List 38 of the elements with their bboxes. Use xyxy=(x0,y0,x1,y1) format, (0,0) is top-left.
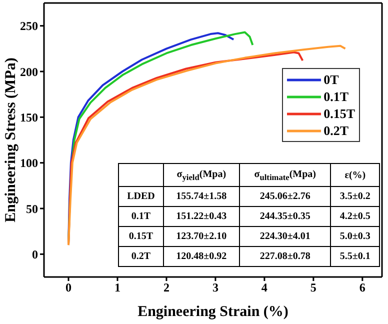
annotation: 4.2±0.5 xyxy=(340,211,370,222)
y-tick-label: 0 xyxy=(32,247,38,262)
y-tick-label: 200 xyxy=(20,64,38,79)
x-tick-label: 0 xyxy=(65,280,72,295)
annotation: 245.06±2.76 xyxy=(260,191,310,202)
annotation: 5.0±0.3 xyxy=(340,231,370,242)
annotation: 151.22±0.43 xyxy=(176,211,227,222)
x-tick-label: 4 xyxy=(261,280,268,295)
annotation: 3.5±0.2 xyxy=(340,191,370,202)
y-tick-label: 50 xyxy=(26,202,38,216)
annotation: LDED xyxy=(127,191,155,202)
legend-label: 0.1T xyxy=(324,88,348,104)
annotation: 244.35±0.35 xyxy=(260,211,310,222)
annotation: 123.70±2.10 xyxy=(176,231,227,242)
x-tick-label: 3 xyxy=(212,280,218,295)
x-tick-label: 1 xyxy=(114,280,120,295)
legend-label: 0.15T xyxy=(324,106,355,122)
y-tick-label: 150 xyxy=(20,110,38,124)
annotation: 0.2T xyxy=(131,251,151,262)
x-axis-title: Engineering Strain (%) xyxy=(138,304,288,320)
annotation: 227.08±0.78 xyxy=(260,251,310,262)
annotation: 0.15T xyxy=(128,231,154,242)
y-axis-title: Engineering Stress (MPa) xyxy=(3,58,19,222)
annotation: 224.30±4.01 xyxy=(260,231,310,242)
annotation: 120.48±0.92 xyxy=(176,251,227,262)
x-tick-label: 6 xyxy=(359,280,366,295)
y-tick-label: 100 xyxy=(20,156,38,170)
legend-label: 0T xyxy=(324,72,339,88)
x-tick-label: 2 xyxy=(163,280,170,295)
y-tick-label: 250 xyxy=(20,19,38,34)
x-tick-label: 5 xyxy=(310,280,316,295)
annotation: 155.74±1.58 xyxy=(176,191,227,202)
annotation: ε(%) xyxy=(344,170,366,181)
annotation: σ$_{ultimate}$(Mpa) xyxy=(254,168,316,182)
annotation: 0.1T xyxy=(131,211,151,222)
annotation: 5.5±0.1 xyxy=(340,251,370,262)
annotation: σ$_{yield}$(Mpa) xyxy=(176,168,226,182)
legend-label: 0.2T xyxy=(324,122,348,138)
